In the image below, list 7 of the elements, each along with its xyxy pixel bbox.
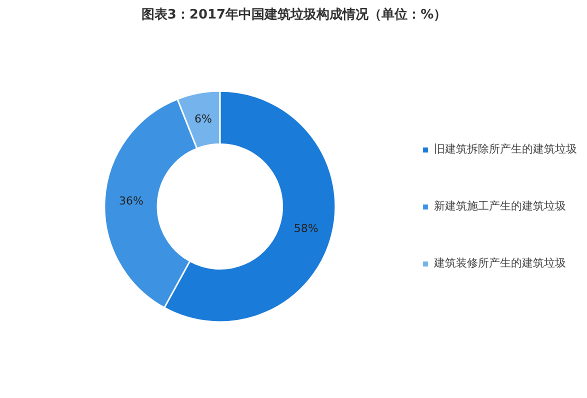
legend-label: 旧建筑拆除所产生的建筑垃圾: [434, 142, 577, 156]
legend-label: 新建筑施工产生的建筑垃圾: [434, 198, 566, 214]
data-label: 6%: [194, 112, 212, 126]
legend-label: 建筑装修所产生的建筑垃圾: [434, 256, 566, 270]
data-label: 36%: [118, 194, 144, 208]
chart-title: 图表3：2017年中国建筑垃圾构成情况（单位：%）: [141, 6, 447, 22]
data-label: 58%: [294, 222, 318, 236]
